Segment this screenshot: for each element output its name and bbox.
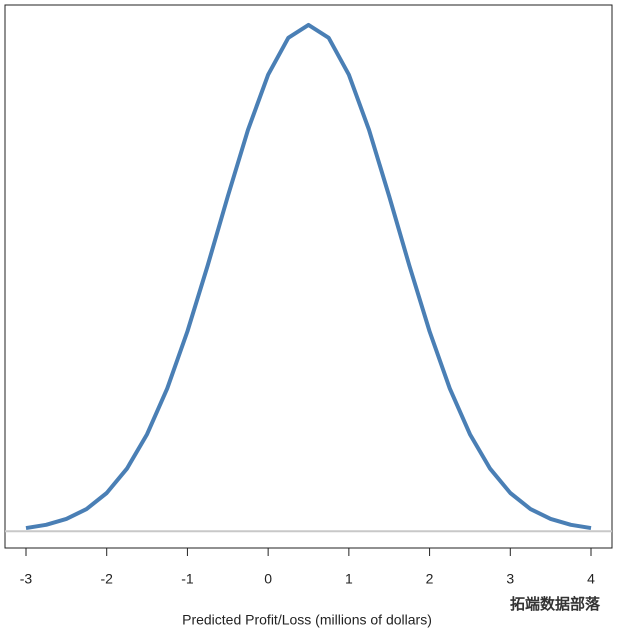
x-tick-label: 2 [426,571,434,587]
x-tick-label: 0 [264,571,272,587]
x-tick-label: 1 [345,571,353,587]
x-tick-label: -1 [181,571,194,587]
x-tick-label: 4 [587,571,595,587]
x-tick-label: -2 [100,571,113,587]
x-tick-label: -3 [20,571,33,587]
watermark: 拓端数据部落 [510,595,601,613]
x-tick-label: 3 [506,571,514,587]
x-axis-label: Predicted Profit/Loss (millions of dolla… [182,612,432,628]
plot-frame [4,4,613,549]
density-line [25,22,592,531]
